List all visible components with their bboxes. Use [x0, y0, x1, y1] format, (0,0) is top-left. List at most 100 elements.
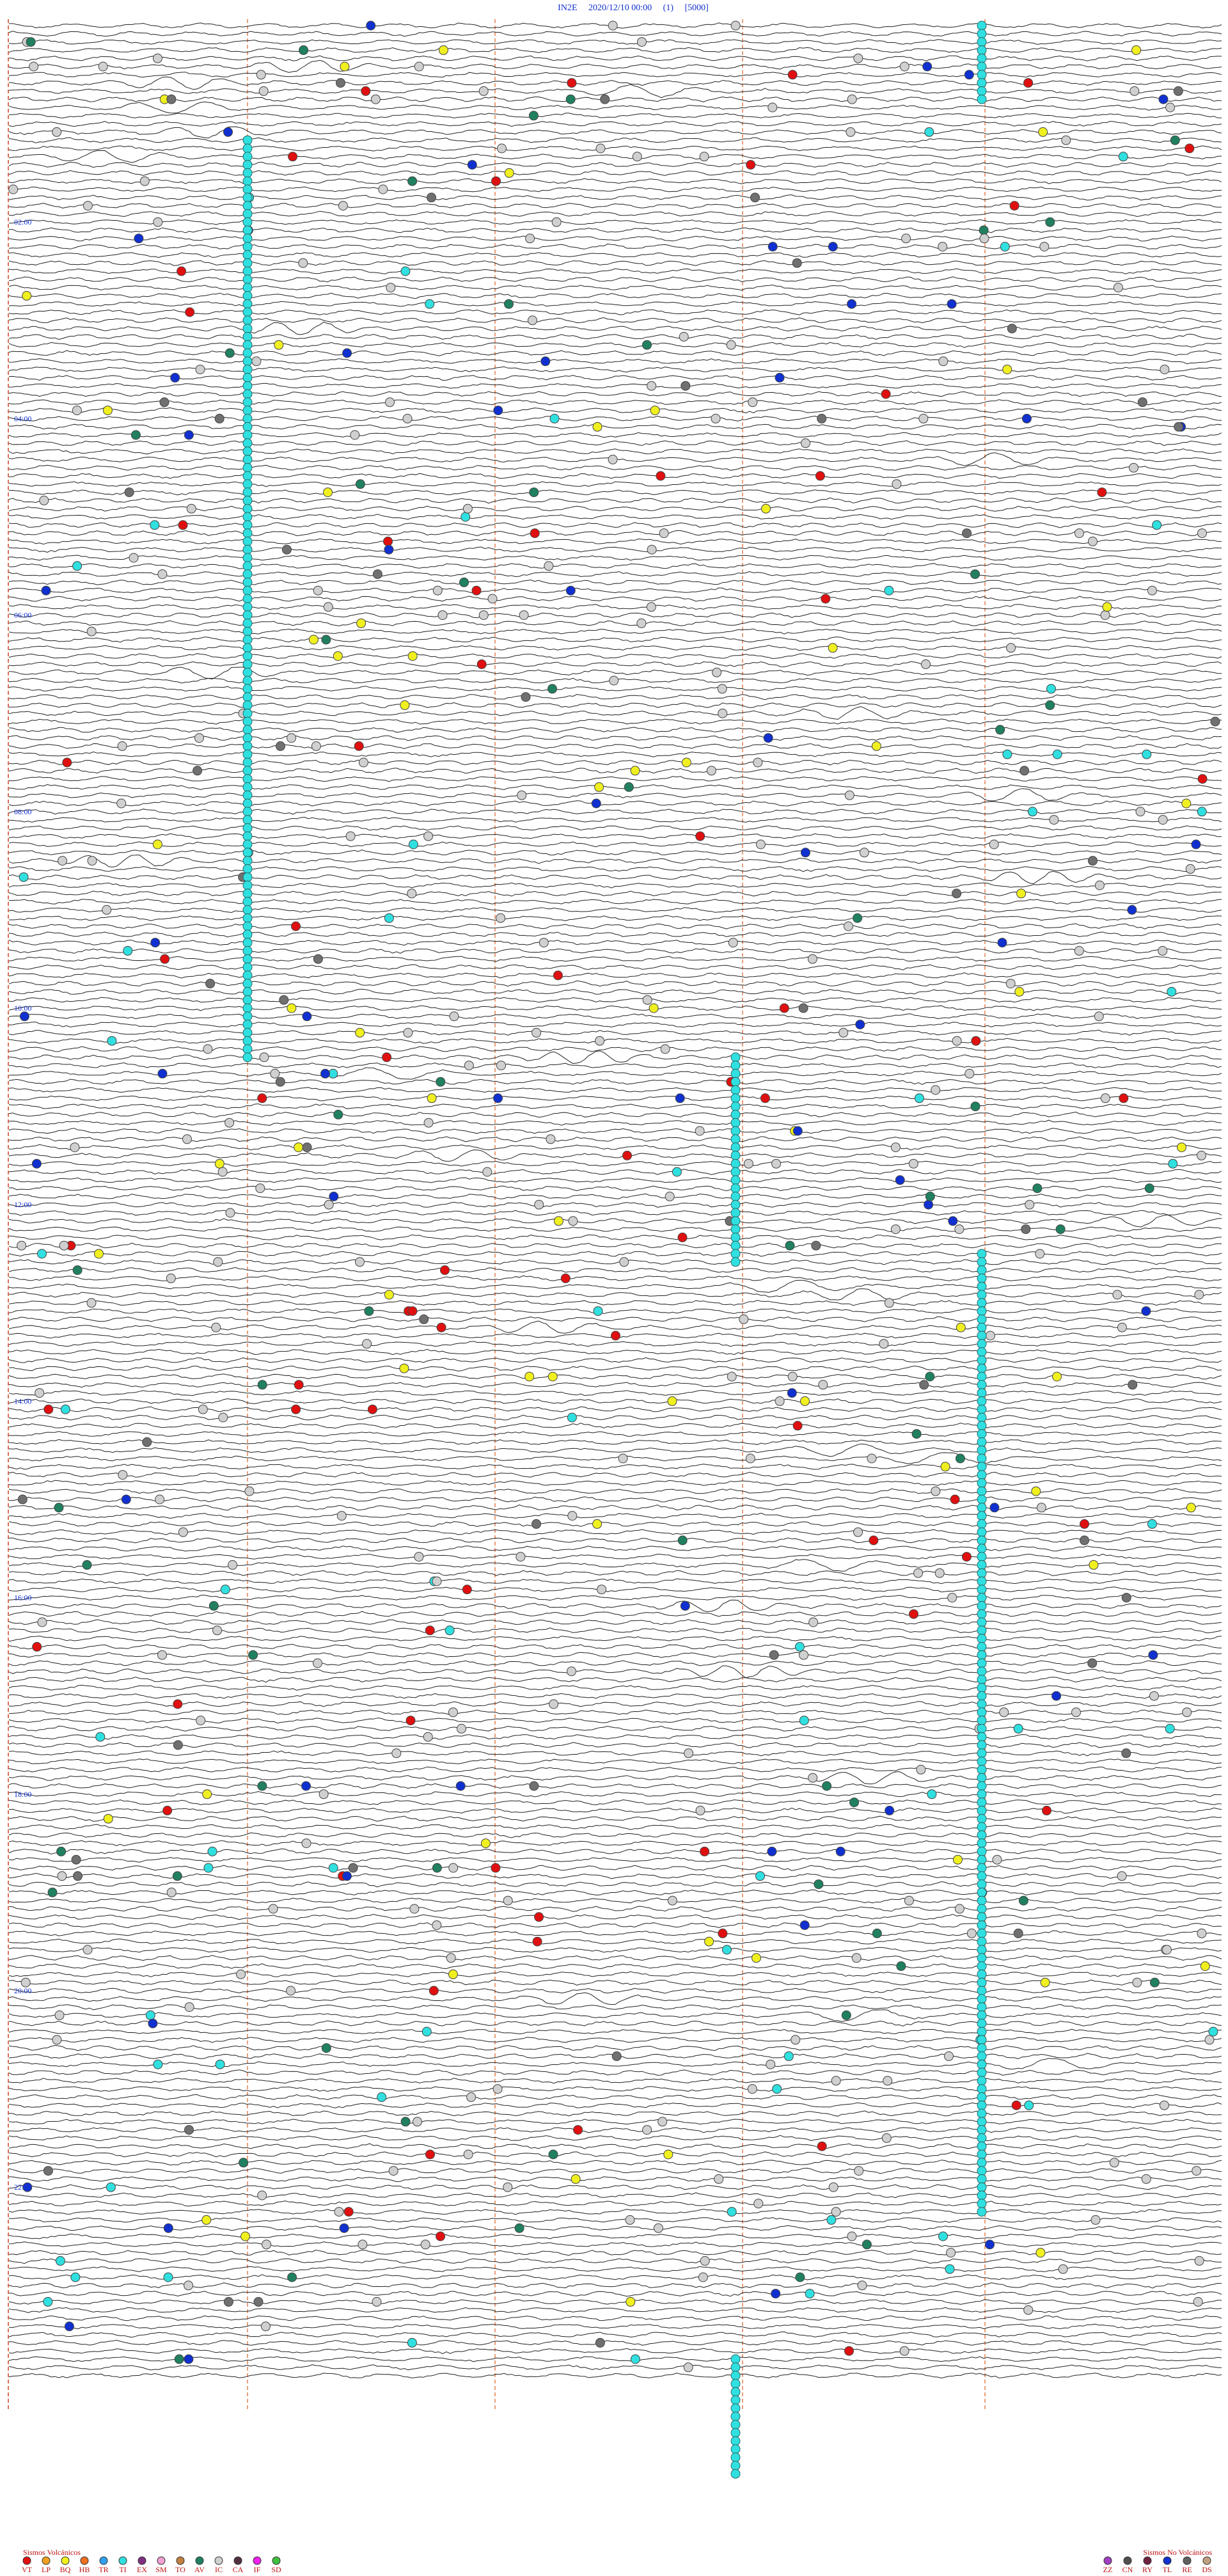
trace [8, 2110, 1222, 2117]
event-marker [592, 422, 602, 432]
event-marker [242, 462, 253, 473]
event-marker [1023, 78, 1034, 88]
event-marker [956, 1322, 966, 1332]
event-marker [358, 2240, 368, 2250]
legend-title: Sismos Volcánicos [23, 2548, 81, 2557]
event-marker [611, 2051, 622, 2061]
trace [8, 1480, 1222, 1486]
event-marker [977, 2141, 987, 2151]
trace [8, 788, 1222, 802]
event-marker [857, 2280, 867, 2291]
event-marker [255, 1183, 265, 1194]
event-marker [977, 94, 987, 104]
trace [8, 1676, 1222, 1683]
event-marker [43, 1404, 54, 1414]
event-marker [699, 152, 709, 162]
event-marker [977, 1675, 987, 1685]
event-marker [102, 905, 112, 915]
event-marker [977, 1600, 987, 1611]
event-marker [242, 544, 253, 555]
event-marker [242, 577, 253, 587]
event-marker [56, 1846, 67, 1856]
event-marker [1006, 643, 1016, 653]
trace [8, 1889, 1222, 1896]
trace [8, 1643, 1222, 1650]
event-marker [828, 643, 838, 653]
event-marker [985, 2240, 995, 2250]
trace [8, 1559, 1222, 1572]
event-marker [528, 111, 539, 121]
trace [8, 1365, 1222, 1371]
trace [8, 1185, 1222, 1192]
event-marker [791, 2035, 801, 2045]
event-marker [58, 856, 67, 866]
event-marker [977, 1920, 987, 1931]
event-marker [854, 2166, 864, 2176]
trace [9, 2127, 1222, 2133]
event-marker [172, 1871, 182, 1881]
event-marker [767, 1846, 777, 1856]
event-marker [1117, 1871, 1127, 1881]
event-marker [82, 1560, 92, 1570]
event-marker [1185, 864, 1195, 874]
event-marker [1182, 1707, 1192, 1718]
trace [8, 2373, 1222, 2379]
trace [8, 1389, 1222, 1396]
trace [8, 1050, 1222, 1064]
event-marker [977, 1298, 987, 1308]
event-marker [211, 1322, 221, 1332]
event-marker [459, 577, 469, 587]
event-marker [977, 1535, 987, 1545]
event-marker [700, 2256, 710, 2266]
event-marker [405, 1716, 416, 1726]
event-marker [173, 1699, 183, 1709]
trace [8, 1136, 1222, 1142]
trace [8, 2009, 1222, 2022]
trace [8, 2151, 1222, 2158]
event-marker [667, 1895, 677, 1906]
trace [8, 1488, 1222, 1494]
event-marker [103, 1813, 113, 1824]
event-marker [1051, 1691, 1062, 1701]
event-marker [753, 757, 763, 768]
event-marker [977, 1560, 987, 1570]
trace [8, 825, 1222, 831]
event-marker [1035, 1249, 1045, 1259]
event-marker [321, 2043, 331, 2053]
event-marker [407, 176, 418, 186]
event-marker [940, 1462, 950, 1472]
trace [9, 423, 1222, 430]
event-marker [787, 1371, 798, 1382]
event-marker [977, 1322, 987, 1332]
event-marker [157, 1650, 167, 1660]
trace [8, 2184, 1222, 2191]
event-marker [573, 2125, 583, 2135]
event-marker [547, 1371, 558, 1382]
event-marker [215, 2059, 225, 2069]
event-marker [242, 1044, 253, 1054]
event-marker [242, 430, 253, 440]
event-marker [242, 561, 253, 571]
event-marker [384, 544, 394, 555]
event-marker [1018, 1895, 1028, 1906]
event-marker [1127, 905, 1137, 915]
event-marker [684, 1748, 694, 1758]
event-marker [333, 651, 343, 661]
trace [8, 1443, 1222, 1457]
trace [8, 667, 1222, 680]
trace [8, 849, 1222, 856]
event-marker [1132, 1977, 1142, 1987]
event-marker [977, 1634, 987, 1644]
event-marker [787, 70, 798, 80]
event-marker [892, 479, 902, 489]
event-marker [760, 1093, 770, 1103]
event-marker [977, 2117, 987, 2127]
trace [8, 514, 1222, 520]
trace [8, 768, 1222, 774]
event-marker [262, 2240, 272, 2250]
event-marker [977, 1641, 987, 1652]
trace [8, 2282, 1222, 2289]
trace [8, 1398, 1222, 1404]
event-marker [242, 438, 253, 448]
trace [8, 366, 1222, 373]
